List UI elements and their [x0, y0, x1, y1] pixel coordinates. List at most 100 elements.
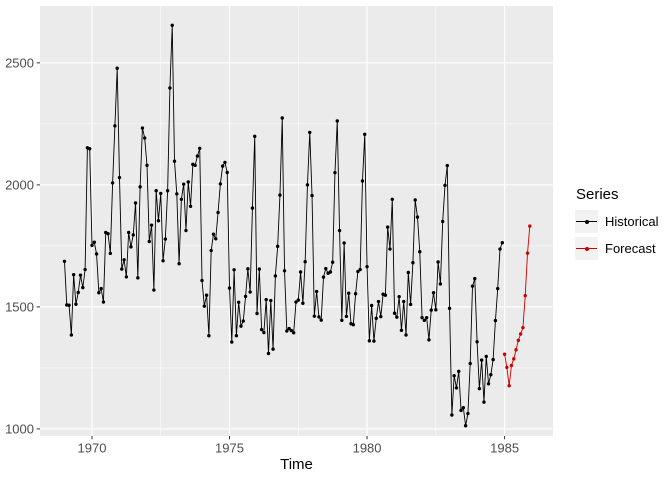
historical-point — [202, 304, 207, 308]
historical-point — [479, 358, 484, 362]
historical-point — [305, 183, 310, 187]
historical-point — [347, 291, 351, 295]
historical-point — [71, 272, 76, 277]
historical-point — [328, 270, 333, 274]
historical-point — [379, 314, 383, 319]
historical-point — [447, 306, 452, 311]
historical-point — [358, 267, 362, 272]
historical-point — [200, 278, 204, 283]
historical-point — [92, 240, 96, 244]
historical-point — [441, 219, 445, 224]
historical-line — [64, 25, 503, 426]
y-tick-label: 2500 — [5, 55, 34, 70]
historical-point — [236, 300, 241, 304]
forecast-line — [504, 226, 531, 386]
historical-point — [395, 315, 399, 319]
historical-point — [383, 293, 388, 297]
historical-point — [434, 308, 438, 312]
historical-point — [301, 301, 305, 305]
historical-point — [138, 185, 142, 189]
historical-point — [154, 189, 158, 193]
forecast-key-icon — [575, 237, 598, 260]
historical-point — [253, 134, 257, 139]
historical-point — [321, 275, 326, 279]
historical-point — [248, 290, 252, 294]
historical-point — [246, 267, 250, 271]
historical-point — [367, 339, 372, 343]
historical-point — [214, 237, 218, 241]
historical-point — [120, 267, 124, 271]
legend: Series Historical Forecast — [575, 186, 658, 264]
historical-point — [218, 182, 223, 186]
historical-point — [94, 252, 99, 256]
historical-point — [124, 275, 129, 279]
historical-point — [470, 284, 475, 288]
historical-point — [67, 303, 71, 307]
historical-point — [477, 386, 482, 391]
historical-point — [230, 340, 234, 344]
historical-point — [76, 290, 80, 295]
historical-point — [372, 339, 376, 343]
historical-point — [482, 400, 486, 404]
historical-point — [216, 210, 220, 215]
historical-point — [496, 286, 500, 291]
historical-point — [78, 273, 83, 277]
historical-point — [81, 285, 85, 290]
forecast-point — [509, 363, 514, 368]
historical-point — [177, 262, 181, 266]
historical-point — [198, 146, 202, 150]
historical-point — [175, 192, 179, 196]
historical-point — [333, 170, 337, 175]
historical-point — [207, 334, 211, 338]
historical-point — [330, 260, 335, 264]
legend-item-historical: Historical — [575, 210, 658, 233]
historical-point — [122, 258, 126, 262]
historical-point — [140, 126, 145, 130]
historical-point — [275, 244, 280, 249]
historical-point — [486, 382, 491, 386]
legend-item-forecast: Forecast — [575, 237, 658, 260]
historical-point — [285, 329, 289, 333]
historical-point — [255, 311, 259, 316]
historical-point — [369, 303, 374, 308]
historical-point — [271, 347, 275, 351]
historical-point — [220, 164, 225, 168]
historical-point — [484, 354, 488, 359]
historical-point — [147, 239, 151, 244]
historical-point — [493, 318, 498, 323]
historical-point — [188, 204, 193, 209]
historical-point — [443, 183, 447, 188]
historical-point — [97, 291, 101, 295]
historical-point — [282, 269, 287, 273]
historical-point — [466, 411, 470, 416]
historical-point — [184, 228, 188, 233]
historical-point — [294, 300, 298, 304]
x-tick-label: 1985 — [490, 441, 519, 456]
historical-key-icon — [575, 210, 598, 233]
historical-point — [388, 247, 392, 251]
historical-point — [280, 116, 284, 120]
historical-point — [287, 326, 291, 331]
historical-point — [413, 198, 417, 202]
historical-point — [273, 274, 278, 278]
historical-point — [113, 124, 117, 128]
historical-point — [397, 294, 401, 299]
historical-point — [62, 259, 67, 263]
historical-point — [264, 297, 268, 302]
historical-point — [257, 267, 262, 271]
historical-point — [418, 250, 422, 254]
historical-point — [468, 361, 472, 366]
historical-point — [436, 260, 440, 264]
historical-point — [161, 259, 165, 263]
historical-point — [422, 318, 427, 323]
historical-point — [452, 374, 456, 378]
historical-point — [278, 193, 282, 197]
historical-point — [170, 23, 174, 27]
historical-point — [408, 302, 413, 307]
historical-point — [145, 163, 149, 168]
historical-point — [420, 315, 424, 320]
historical-point — [457, 369, 461, 374]
legend-items: Historical Forecast — [575, 210, 658, 260]
historical-point — [415, 215, 420, 219]
